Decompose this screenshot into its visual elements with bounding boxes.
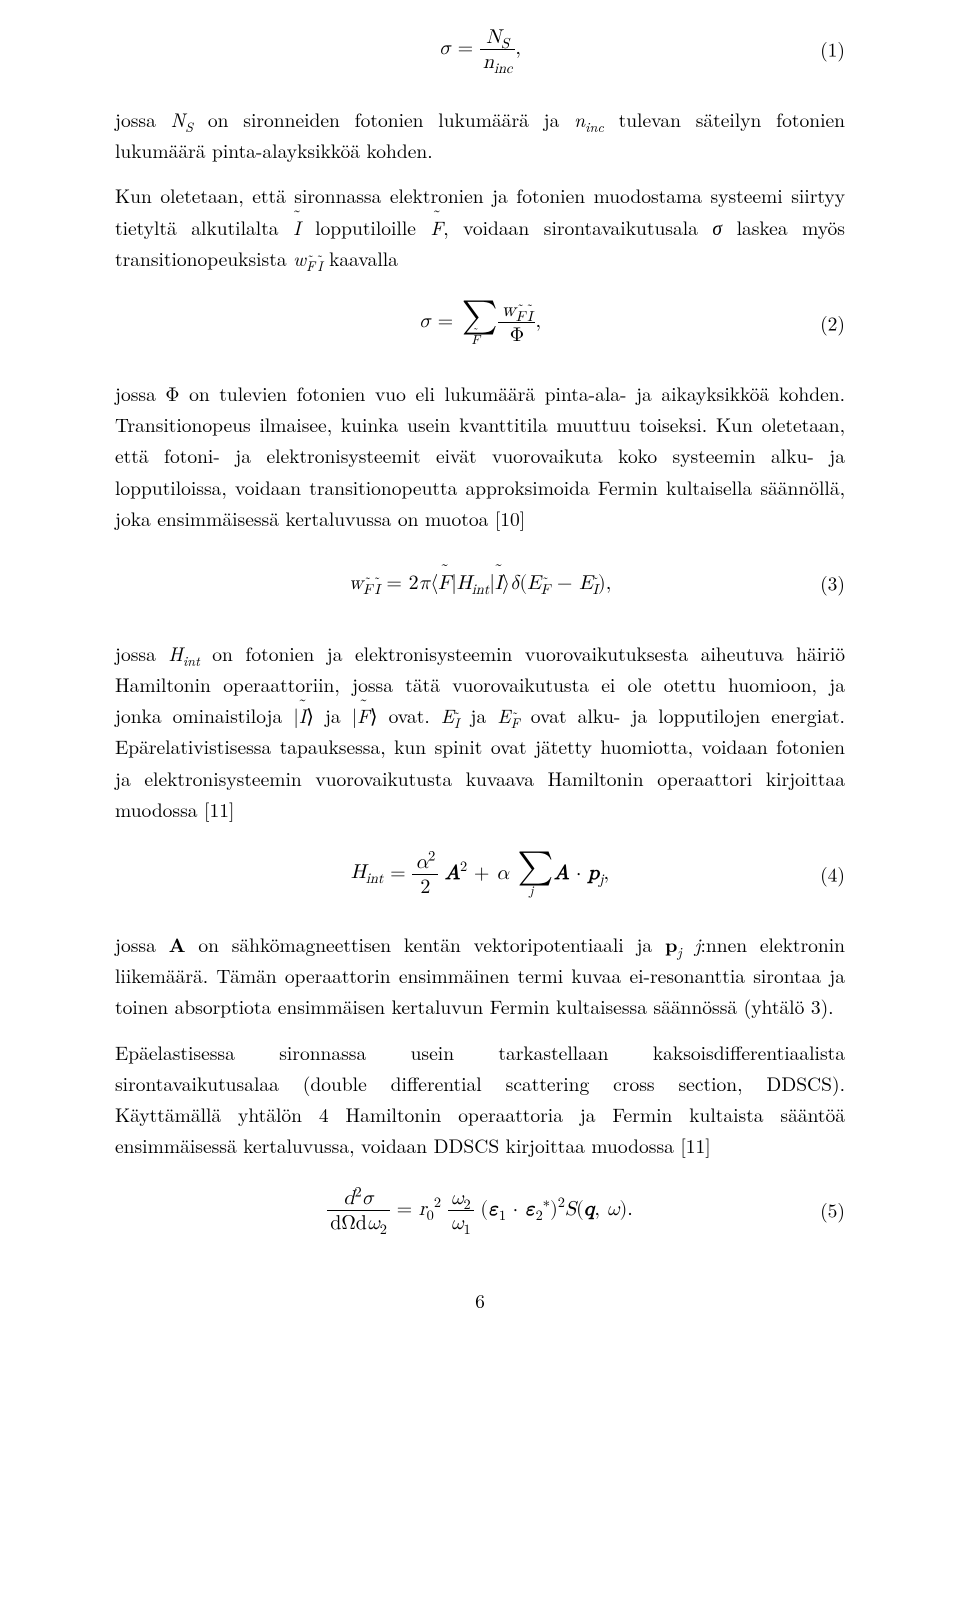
equation-1: σ = NS ninc , (1)	[115, 24, 845, 74]
equation-3-number: (3)	[820, 567, 845, 598]
paragraph-1: jossa NS on sironneiden fotonien lukumää…	[115, 104, 845, 166]
equation-2-content: σ = ∑ F wFI Φ ,	[419, 298, 541, 347]
paragraph-4: jossa Hint on fotonien ja elektronisyste…	[115, 638, 845, 825]
equation-3: wFI = 2π⟨F|Hint|I⟩δ(EF − EI), (3)	[115, 558, 845, 608]
equation-4-number: (4)	[820, 858, 845, 889]
equation-5-number: (5)	[820, 1195, 845, 1226]
equation-2-number: (2)	[820, 307, 845, 338]
paragraph-6: Epäelastisessa sironnassa usein tarkaste…	[115, 1037, 845, 1162]
equation-3-content: wFI = 2π⟨F|Hint|I⟩δ(EF − EI),	[349, 567, 612, 599]
equation-5: d2σ dΩdω2 = r02 ω2 ω1 (ε1 · ε2∗)2S(q, ω)…	[115, 1185, 845, 1235]
paragraph-3: jossa Φ on tulevien fotonien vuo eli luk…	[115, 378, 845, 534]
equation-4: Hint = α2 2 A2 + α ∑ j A · pj, (4)	[115, 849, 845, 899]
paragraph-2: Kun oletetaan, että sironnassa elektroni…	[115, 180, 845, 274]
equation-2: σ = ∑ F wFI Φ , (2)	[115, 298, 845, 348]
equation-4-content: Hint = α2 2 A2 + α ∑ j A · pj,	[351, 850, 609, 899]
paragraph-5: jossa A on sähkömagneettisen kentän vekt…	[115, 929, 845, 1023]
equation-5-content: d2σ dΩdω2 = r02 ω2 ω1 (ε1 · ε2∗)2S(q, ω)…	[327, 1186, 633, 1235]
page-number: 6	[115, 1285, 845, 1316]
equation-1-content: σ = NS ninc ,	[439, 25, 521, 74]
equation-1-number: (1)	[820, 33, 845, 64]
